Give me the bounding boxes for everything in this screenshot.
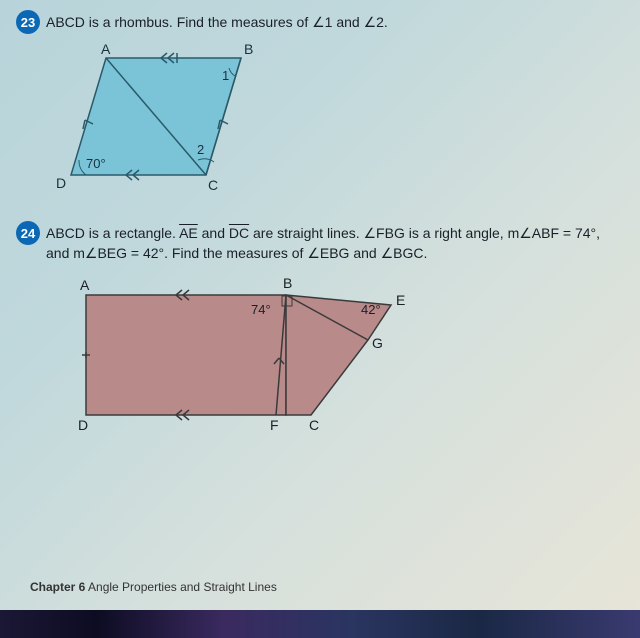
angle-1: 1: [222, 68, 229, 83]
label-A: A: [80, 277, 90, 293]
label-F: F: [270, 417, 279, 433]
problem-number-badge: 23: [16, 10, 40, 34]
bottom-edge: [0, 610, 640, 638]
label-B: B: [244, 41, 253, 57]
problem-number-badge: 24: [16, 221, 40, 245]
label-D: D: [56, 175, 66, 191]
angle-42: 42°: [361, 302, 381, 317]
figure-rectangle: A B E G C F D 74° 42°: [46, 270, 624, 453]
label-E: E: [396, 292, 405, 308]
label-G: G: [372, 335, 383, 351]
figure-rhombus: A B C D 70° 1 2: [46, 40, 624, 213]
problem-text: ABCD is a rhombus. Find the measures of …: [46, 10, 388, 32]
problem-23: 23 ABCD is a rhombus. Find the measures …: [16, 10, 624, 34]
label-A: A: [101, 41, 111, 57]
problem-text: ABCD is a rectangle. AE and DC are strai…: [46, 221, 624, 264]
problem-24: 24 ABCD is a rectangle. AE and DC are st…: [16, 221, 624, 264]
chapter-footer: Chapter 6 Angle Properties and Straight …: [30, 580, 277, 594]
angle-70: 70°: [86, 156, 106, 171]
angle-74: 74°: [251, 302, 271, 317]
label-B: B: [283, 275, 292, 291]
label-C: C: [309, 417, 319, 433]
label-D: D: [78, 417, 88, 433]
angle-2: 2: [197, 142, 204, 157]
label-C: C: [208, 177, 218, 193]
